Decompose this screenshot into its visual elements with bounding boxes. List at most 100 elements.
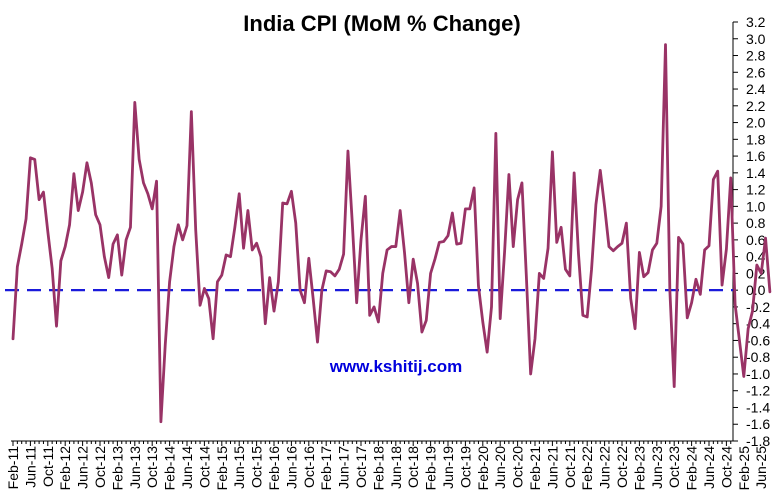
data-point [508, 173, 510, 176]
chart-title: India CPI (MoM % Change) [243, 11, 520, 36]
data-point [499, 318, 501, 320]
data-point [699, 293, 701, 295]
data-point [664, 44, 667, 46]
x-tick-label: Feb-12 [57, 446, 73, 491]
data-point [643, 276, 645, 278]
x-tick-label: Jun-24 [701, 446, 717, 489]
data-point [416, 282, 419, 285]
data-point [225, 254, 227, 256]
data-point [299, 289, 301, 291]
x-tick-label: Oct-22 [614, 446, 630, 488]
x-tick-label: Oct-15 [249, 446, 265, 488]
x-tick-label: Feb-25 [736, 446, 752, 491]
data-point [621, 242, 623, 244]
data-point [282, 202, 284, 204]
data-point [660, 205, 662, 207]
data-point [686, 317, 688, 319]
data-point [434, 258, 436, 260]
x-tick-label: Oct-19 [457, 446, 473, 488]
data-point [717, 170, 719, 172]
data-point [108, 276, 110, 279]
data-point [725, 248, 728, 250]
data-point [303, 302, 306, 304]
x-tick-label: Oct-11 [40, 446, 56, 487]
data-point [769, 291, 771, 293]
data-point [64, 245, 66, 248]
data-point [129, 226, 132, 228]
data-point [547, 247, 549, 249]
data-point [125, 239, 127, 241]
data-point [421, 331, 423, 333]
y-tick-label: -0.6 [746, 332, 770, 348]
data-point [464, 208, 466, 210]
data-point [264, 323, 266, 325]
data-point [51, 267, 53, 269]
data-point [390, 245, 393, 248]
data-point [60, 260, 62, 262]
data-point [382, 272, 384, 274]
data-point [517, 199, 519, 201]
data-point [682, 243, 684, 245]
data-point [316, 341, 319, 343]
data-point [691, 302, 693, 304]
data-point [290, 190, 292, 192]
data-point [221, 274, 223, 276]
y-tick-label: 1.4 [746, 165, 766, 181]
data-point [147, 193, 149, 195]
data-point [756, 264, 758, 266]
data-point [617, 245, 619, 248]
data-point [212, 338, 214, 340]
data-point [177, 224, 179, 226]
data-point [560, 226, 562, 228]
data-point [495, 132, 497, 135]
y-tick-label: 2.8 [746, 48, 766, 64]
data-point [486, 351, 488, 353]
data-point [438, 241, 440, 243]
x-tick-label: Feb-15 [214, 446, 230, 491]
data-point [630, 297, 632, 300]
data-point [112, 243, 114, 245]
data-point [456, 243, 458, 245]
data-point [73, 173, 75, 175]
y-tick-label: 0.6 [746, 232, 766, 248]
data-point [582, 314, 584, 316]
data-point [473, 187, 475, 189]
x-tick-label: Feb-20 [475, 446, 491, 491]
data-point [256, 242, 258, 244]
data-point [47, 230, 49, 233]
x-tick-label: Feb-24 [684, 446, 700, 491]
data-point [373, 306, 375, 308]
data-point [451, 212, 453, 214]
data-point [325, 270, 327, 272]
data-point [203, 287, 205, 290]
x-tick-label: Jun-11 [22, 446, 38, 488]
x-tick-label: Jun-20 [492, 446, 508, 489]
x-tick-label: Jun-18 [388, 446, 404, 489]
data-point [747, 328, 749, 330]
y-tick-label: -1.2 [746, 383, 770, 399]
data-point [577, 253, 580, 255]
data-point [86, 162, 88, 164]
watermark-text: www.kshitij.com [329, 357, 463, 376]
data-point [16, 266, 18, 268]
data-point [743, 375, 745, 378]
data-point [229, 256, 232, 258]
data-point [760, 272, 762, 274]
data-point [103, 256, 105, 258]
x-tick-label: Feb-11 [5, 446, 21, 490]
data-point [121, 274, 123, 276]
data-point [521, 182, 523, 184]
data-point [42, 191, 45, 193]
data-point [556, 241, 558, 243]
x-tick-label: Oct-20 [510, 446, 526, 488]
data-point [186, 225, 188, 227]
data-point [25, 218, 27, 220]
data-point [443, 240, 445, 243]
x-tick-label: Jun-17 [336, 446, 352, 489]
data-point [512, 245, 514, 248]
data-point [216, 281, 219, 283]
x-tick-label: Jun-15 [231, 446, 247, 489]
data-point [599, 169, 601, 171]
